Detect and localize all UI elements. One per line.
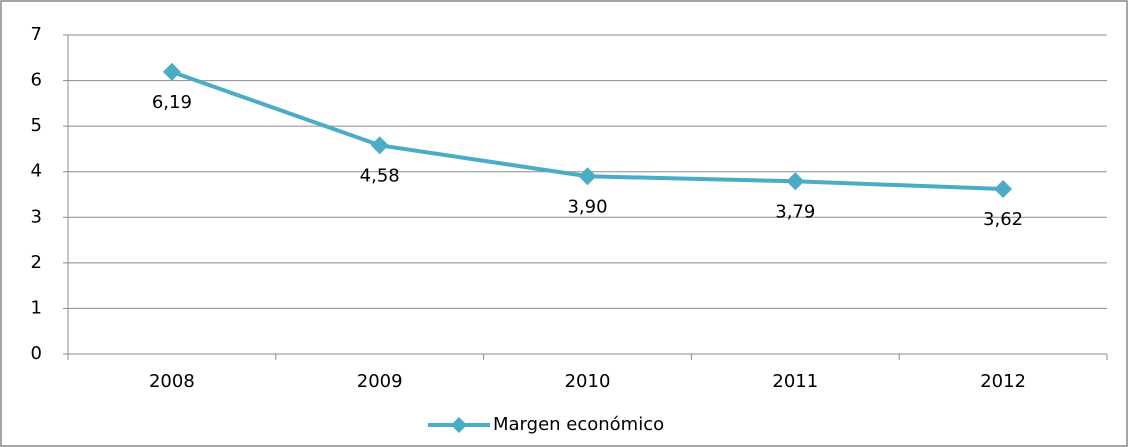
data-label: 3,90 [567,196,607,217]
data-marker [162,62,181,81]
y-tick-label: 1 [31,297,42,318]
data-marker [578,167,597,186]
data-marker [370,136,389,155]
data-label: 6,19 [152,92,192,113]
legend-label: Margen económico [493,414,664,435]
x-tick-label: 2009 [357,371,403,392]
x-tick-label: 2011 [772,371,818,392]
x-tick-label: 2008 [149,371,195,392]
data-label: 3,62 [983,209,1023,230]
y-tick-label: 7 [31,24,42,45]
data-marker [994,180,1013,199]
y-tick-label: 5 [31,115,42,136]
y-tick-label: 0 [31,343,42,364]
x-tick-label: 2012 [980,371,1026,392]
legend-marker [451,417,467,433]
x-tick-label: 2010 [565,371,611,392]
data-marker [786,172,805,191]
data-label: 3,79 [775,201,815,222]
y-tick-label: 6 [31,70,42,91]
y-tick-label: 3 [31,206,42,227]
y-tick-label: 2 [31,252,42,273]
data-label: 4,58 [360,165,400,186]
y-tick-label: 4 [31,161,42,182]
